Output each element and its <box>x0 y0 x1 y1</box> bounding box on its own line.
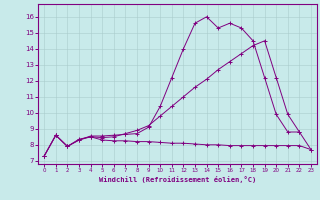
X-axis label: Windchill (Refroidissement éolien,°C): Windchill (Refroidissement éolien,°C) <box>99 176 256 183</box>
